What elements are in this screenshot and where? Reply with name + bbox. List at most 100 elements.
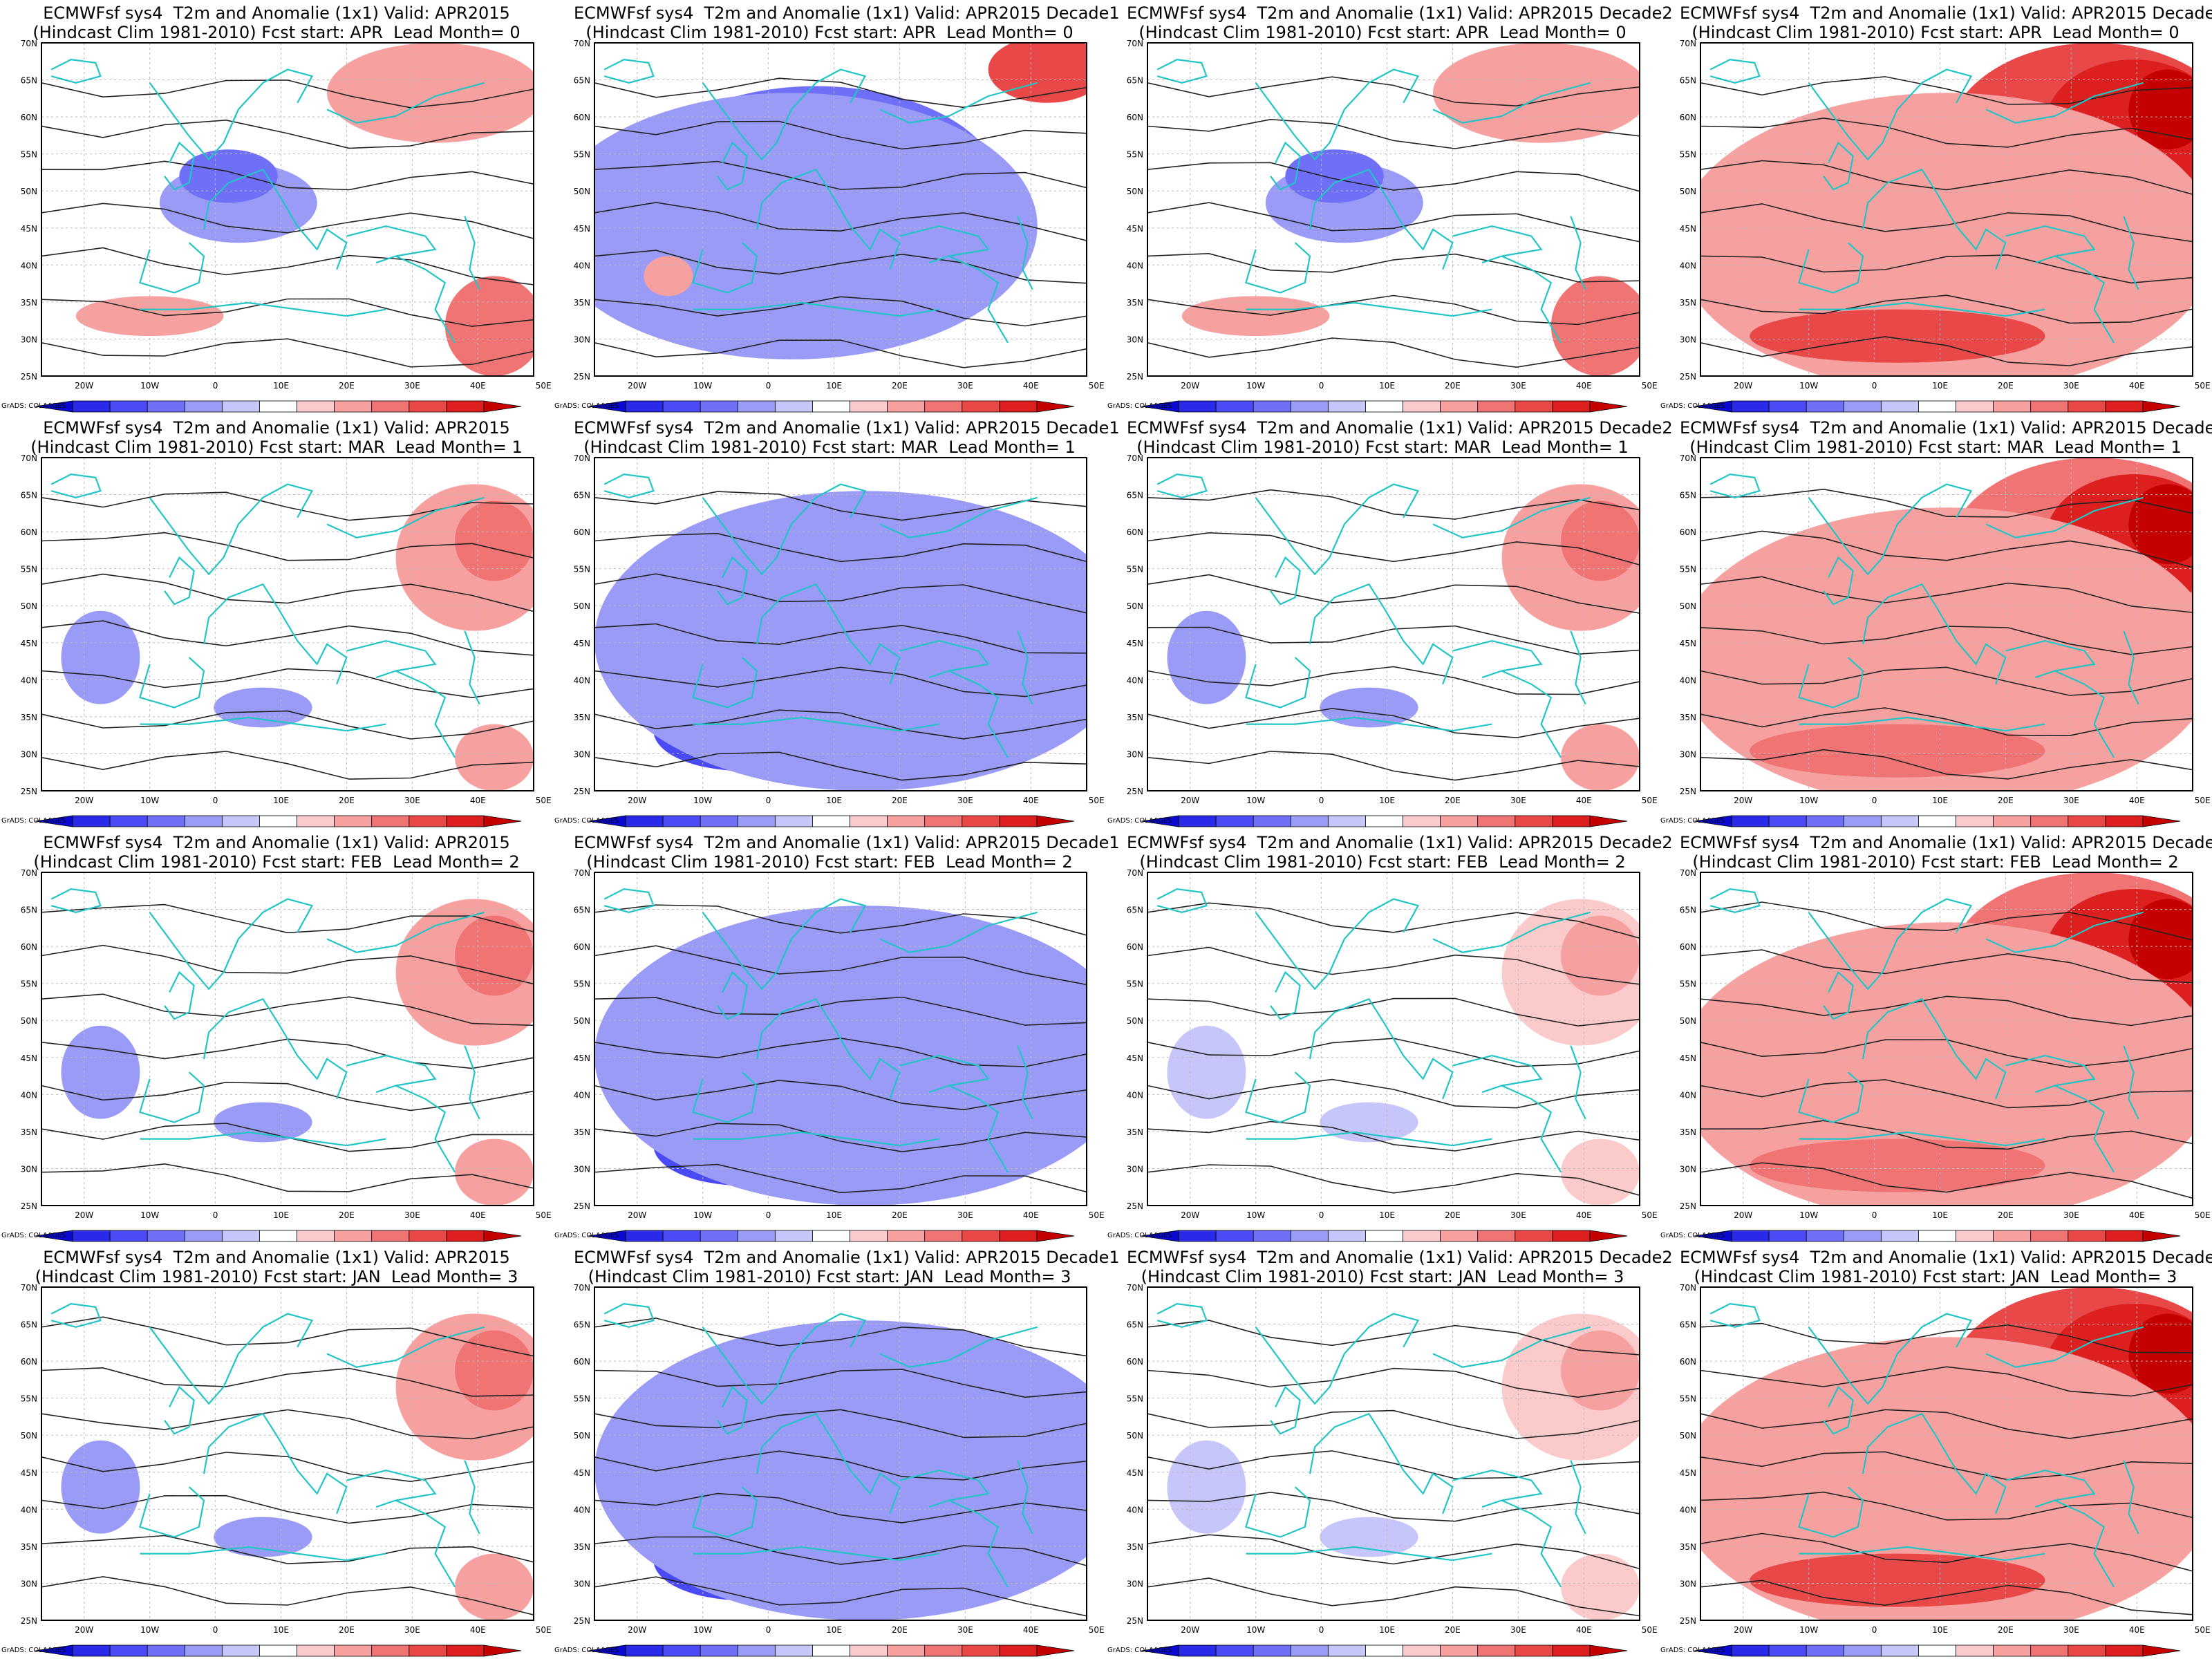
isotherm-contour xyxy=(1147,751,1640,781)
lat-label: 50N xyxy=(574,187,590,196)
colorbar-tick-label: 3 xyxy=(1512,829,1517,830)
colorbar-swatch xyxy=(72,1230,111,1242)
colorbar-tick-label: 3 xyxy=(959,829,964,830)
coastline xyxy=(1432,496,1591,538)
colorbar-swatch xyxy=(1993,1230,2032,1242)
cold-anomaly-area xyxy=(214,1102,312,1143)
colorbar-swatch xyxy=(999,400,1038,413)
map-frame xyxy=(594,42,1087,377)
colorbar-swatch xyxy=(184,400,223,413)
coastline xyxy=(692,1071,758,1123)
coastline xyxy=(164,1385,195,1435)
colorbar-swatch xyxy=(887,1230,926,1242)
coastline xyxy=(139,242,205,294)
colorbar-swatch xyxy=(334,400,373,413)
lon-label: 20E xyxy=(1998,1625,2014,1635)
isotherm-contour xyxy=(1147,625,1640,655)
anomaly-map: 70N 65N 60N 55N 50N 45N 40N 35N 30N 25N 20W 10W 0 10E… xyxy=(21,39,552,415)
isotherm-contour xyxy=(1147,1409,1640,1439)
lat-label: 55N xyxy=(1127,150,1143,160)
isotherm-contour xyxy=(1700,1491,2193,1521)
lon-label: 0 xyxy=(213,796,218,805)
coastline xyxy=(1823,141,1854,191)
lat-label: 70N xyxy=(21,868,37,878)
forecast-panel: 70N 65N 60N 55N 50N 45N 40N 35N 30N 25N 20W 10W 0 10E… xyxy=(553,0,1120,415)
colorbar-swatch xyxy=(184,815,223,827)
lat-label: 60N xyxy=(1127,527,1143,537)
lon-label: 10W xyxy=(140,1625,159,1635)
colorbar-swatch xyxy=(1956,1230,1994,1242)
colorbar-swatch xyxy=(662,400,701,413)
lat-label: 55N xyxy=(574,1394,590,1404)
lat-label: 45N xyxy=(574,224,590,234)
colorbar-tick-label: -3 xyxy=(144,829,151,830)
forecast-panel: 70N 65N 60N 55N 50N 45N 40N 35N 30N 25N 20W 10W 0 10E… xyxy=(1659,0,2212,415)
colorbar-swatch xyxy=(221,1230,260,1242)
grads-credit: GrADS: COLA/IGES xyxy=(1,1647,66,1654)
lon-label: 40E xyxy=(2129,1210,2145,1220)
panel-title: ECMWFsf sys4 T2m and Anomalie (1x1) Vali… xyxy=(1680,1248,2212,1267)
isotherm-contour xyxy=(1700,160,2193,195)
colorbar-swatch xyxy=(774,1230,813,1242)
grads-credit: GrADS: COLA/IGES xyxy=(1660,817,1725,825)
coastline xyxy=(1709,473,1761,498)
coastline xyxy=(756,583,901,685)
lon-label: 0 xyxy=(766,796,771,805)
colorbar-tick-label: 3 xyxy=(2065,414,2070,415)
anomaly-map: 70N 65N 60N 55N 50N 45N 40N 35N 30N 25N 20W 10W 0 10E… xyxy=(1127,39,1658,415)
colorbar-swatch xyxy=(1403,815,1441,827)
lon-label: 40E xyxy=(470,1625,486,1635)
lat-label: 40N xyxy=(1680,1505,1696,1515)
lat-label: 35N xyxy=(574,713,590,722)
panel-title: ECMWFsf sys4 T2m and Anomalie (1x1) Vali… xyxy=(1680,418,2212,438)
colorbar-swatch xyxy=(1552,400,1591,413)
map-frame xyxy=(41,42,534,377)
lon-label: 20W xyxy=(628,1210,646,1220)
coastline xyxy=(149,1313,314,1405)
coastline xyxy=(692,242,758,294)
colorbar-swatch xyxy=(774,400,813,413)
lat-label: 35N xyxy=(21,713,37,722)
lon-label: 50E xyxy=(2195,381,2211,391)
colorbar-tick-label: -2 xyxy=(1840,829,1848,830)
lat-label: 25N xyxy=(574,1201,590,1211)
lat-label: 60N xyxy=(1680,942,1696,952)
colorbar-tick-label: -0.5 xyxy=(252,414,267,415)
colorbar-swatch xyxy=(147,1230,185,1242)
isotherm-contour xyxy=(41,668,534,699)
lon-label: 20W xyxy=(75,796,93,805)
coastline xyxy=(928,255,1009,344)
colorbar-swatch xyxy=(409,1230,447,1242)
colorbar-swatch xyxy=(1178,1644,1217,1657)
coastline xyxy=(149,898,314,991)
lon-label: 10E xyxy=(826,1625,842,1635)
isotherm-contour xyxy=(41,1163,534,1192)
colorbar-tick-label: 4 xyxy=(2103,414,2108,415)
map-frame xyxy=(594,1286,1087,1621)
colorbar-tick-label: 2 xyxy=(922,414,927,415)
coastline xyxy=(375,255,456,344)
lat-label: 50N xyxy=(1127,187,1143,196)
warm-anomaly-area xyxy=(1700,507,2193,791)
coastline xyxy=(1432,911,1591,953)
coastline xyxy=(1808,1313,1973,1405)
isotherm-contour xyxy=(594,996,1087,1026)
coastline xyxy=(1309,168,1454,270)
panel-title: ECMWFsf sys4 T2m and Anomalie (1x1) Vali… xyxy=(1127,1248,1673,1267)
lat-label: 60N xyxy=(1127,113,1143,122)
cold-anomaly-area xyxy=(1167,1025,1246,1119)
colorbar-tick-label: 5 xyxy=(1035,414,1040,415)
coastline xyxy=(1156,888,1208,913)
coastline xyxy=(1799,301,2045,317)
isotherm-contour xyxy=(594,666,1087,697)
colorbar-swatch xyxy=(662,1230,701,1242)
colorbar-tick-label: 1 xyxy=(332,414,337,415)
lon-label: 0 xyxy=(213,1625,218,1635)
lat-label: 60N xyxy=(1680,1357,1696,1367)
lat-label: 25N xyxy=(1127,372,1143,382)
coastline xyxy=(346,639,437,672)
lat-label: 40N xyxy=(574,1505,590,1515)
lon-label: 0 xyxy=(1872,1210,1877,1220)
panel-title: ECMWFsf sys4 T2m and Anomalie (1x1) Vali… xyxy=(43,833,510,852)
lat-label: 35N xyxy=(1680,713,1696,722)
